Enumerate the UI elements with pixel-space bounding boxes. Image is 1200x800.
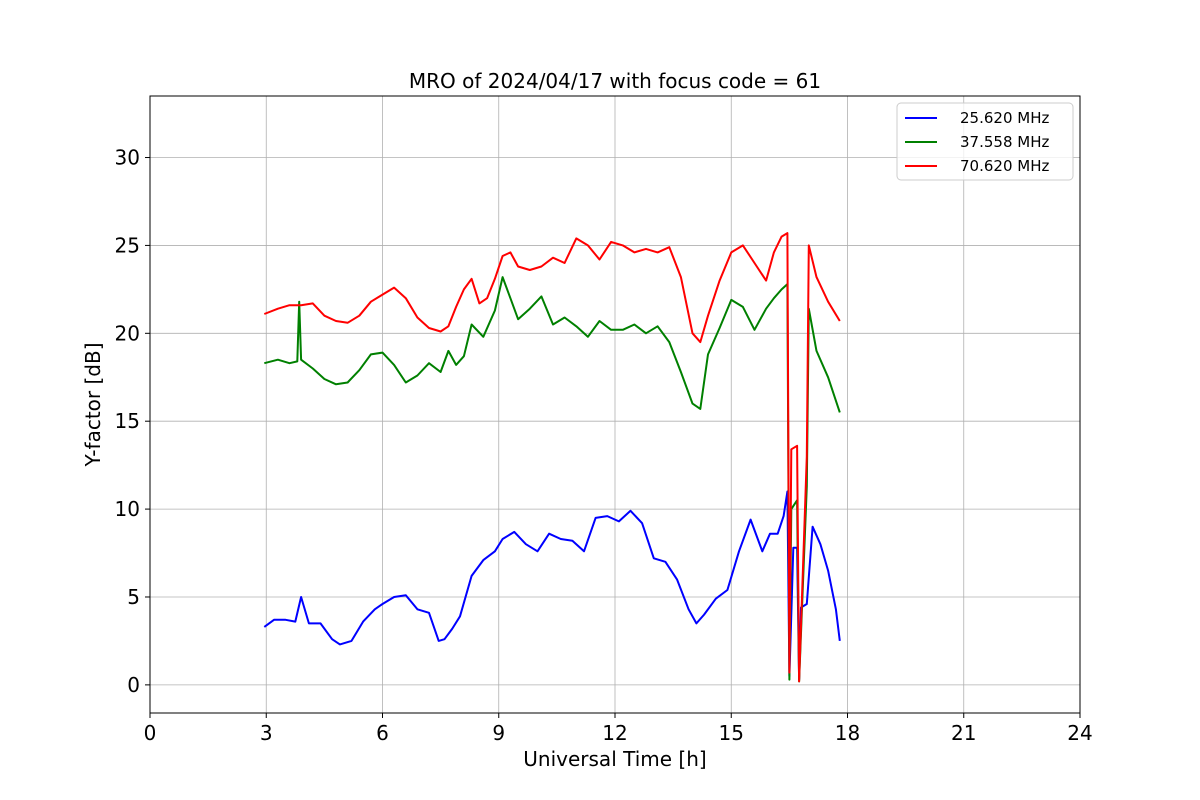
y-tick-label: 15	[115, 409, 140, 433]
x-tick-label: 0	[144, 721, 157, 745]
y-tick-label: 0	[127, 673, 140, 697]
y-axis-label: Y-factor [dB]	[81, 342, 105, 467]
y-tick-label: 5	[127, 585, 140, 609]
legend-label-1: 37.558 MHz	[960, 133, 1049, 151]
legend: 25.620 MHz 37.558 MHz 70.620 MHz	[896, 102, 1074, 181]
x-tick-label: 24	[1067, 721, 1092, 745]
x-tick-label: 15	[719, 721, 744, 745]
legend-label-2: 70.620 MHz	[960, 157, 1049, 175]
y-axis-ticks: 0 5 10 15 20 25 30	[115, 146, 150, 697]
series-layer	[263, 232, 841, 683]
legend-label-0: 25.620 MHz	[960, 109, 1049, 127]
x-tick-label: 6	[376, 721, 389, 745]
legend-box	[896, 102, 1074, 181]
x-tick-label: 21	[951, 721, 976, 745]
series-line-1	[264, 276, 841, 683]
series-line-2	[263, 232, 841, 683]
y-tick-label: 25	[115, 233, 140, 257]
x-tick-label: 9	[492, 721, 505, 745]
y-tick-label: 30	[115, 146, 140, 170]
y-tick-label: 20	[115, 321, 140, 345]
x-tick-label: 18	[835, 721, 860, 745]
x-axis-label: Universal Time [h]	[523, 747, 706, 771]
x-axis-ticks: 0 3 6 9 12 15 18 21 24	[144, 713, 1093, 745]
chart-title: MRO of 2024/04/17 with focus code = 61	[409, 69, 821, 93]
x-tick-label: 12	[602, 721, 627, 745]
x-tick-label: 3	[260, 721, 273, 745]
y-tick-label: 10	[115, 497, 140, 521]
